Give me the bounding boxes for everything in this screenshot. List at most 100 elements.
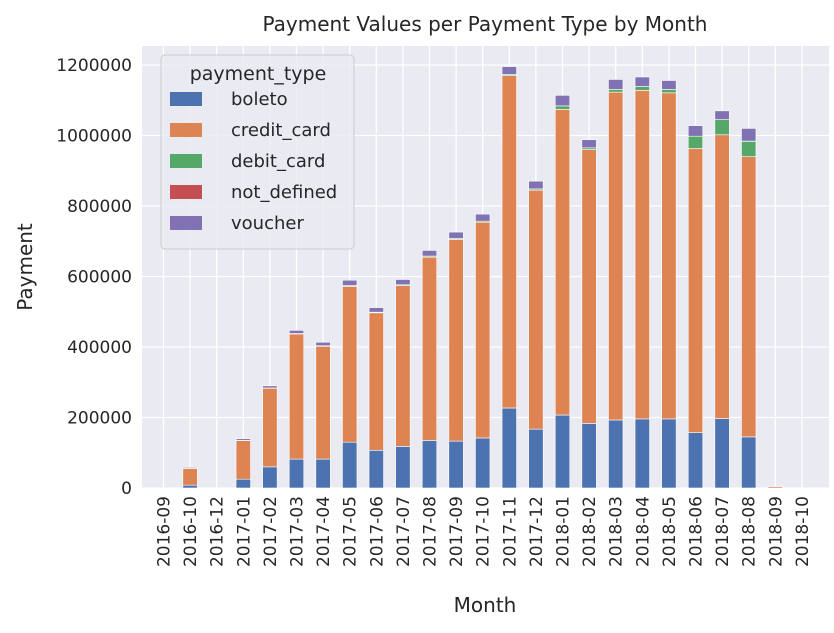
x-tick-label: 2018-09	[766, 496, 786, 567]
bar-boleto-2018-04	[634, 418, 650, 489]
bar-credit_card-2018-09	[767, 486, 783, 489]
legend-swatch-not_defined	[170, 185, 202, 199]
bar-credit_card-2018-06	[687, 148, 704, 433]
bar-credit_card-2018-01	[554, 109, 571, 416]
bar-voucher-2017-01	[235, 438, 251, 441]
bar-credit_card-2017-09	[448, 239, 464, 442]
bar-voucher-2017-09	[448, 231, 464, 239]
x-tick-label: 2017-10	[474, 496, 494, 567]
y-tick-label: 0	[121, 479, 132, 499]
bar-voucher-2018-08	[741, 128, 757, 142]
bar-voucher-2016-10	[182, 467, 198, 469]
x-tick-label: 2018-02	[580, 496, 600, 567]
bar-voucher-2017-12	[528, 180, 544, 190]
x-tick-label: 2018-08	[740, 496, 760, 567]
bar-boleto-2017-10	[475, 437, 491, 489]
y-tick-labels: 0 200000 400000 600000 800000 1000000 1200000	[56, 56, 132, 499]
bar-voucher-2018-05	[661, 80, 677, 90]
bar-credit_card-2016-10	[182, 467, 198, 486]
bar-voucher-2018-01	[554, 95, 571, 107]
bar-voucher-2017-03	[288, 330, 305, 334]
x-tick-label: 2018-01	[554, 496, 574, 567]
x-tick-label: 2017-06	[367, 496, 387, 567]
bar-voucher-2017-10	[475, 213, 491, 222]
bar-credit_card-2018-05	[661, 92, 677, 420]
bar-boleto-2017-06	[368, 449, 384, 489]
bar-boleto-2017-01	[235, 478, 251, 489]
bar-credit_card-2017-11	[501, 75, 517, 409]
x-tick-label: 2018-04	[633, 496, 653, 567]
y-tick-label: 1000000	[56, 127, 132, 147]
bar-voucher-2018-06	[687, 125, 704, 137]
bar-boleto-2017-03	[288, 458, 305, 489]
x-axis-label: Month	[454, 593, 517, 617]
bar-credit_card-2017-03	[288, 333, 305, 460]
x-tick-label: 2016-09	[155, 496, 175, 567]
bar-credit_card-2017-07	[395, 285, 411, 447]
bar-boleto-2017-05	[342, 441, 358, 489]
x-tick-label: 2017-08	[421, 496, 441, 567]
legend-label-not_defined: not_defined	[231, 182, 337, 203]
x-tick-label: 2016-10	[181, 496, 201, 567]
bar-debit_card-2018-08	[741, 140, 757, 157]
x-tick-label: 2018-07	[713, 496, 733, 567]
bar-credit_card-2017-04	[315, 345, 331, 460]
bar-boleto-2017-04	[315, 458, 331, 489]
legend-swatch-credit_card	[170, 123, 202, 137]
bar-voucher-2018-03	[608, 79, 624, 90]
y-tick-label: 400000	[67, 338, 132, 358]
legend-box	[160, 54, 355, 250]
bar-credit_card-2018-07	[714, 134, 730, 419]
legend-label-debit_card: debit_card	[231, 151, 325, 172]
bar-boleto-2017-07	[395, 446, 411, 489]
y-axis-label: Payment	[13, 223, 37, 311]
bar-credit_card-2017-12	[528, 189, 544, 430]
x-tick-label: 2017-01	[234, 496, 254, 567]
bar-voucher-2017-07	[395, 279, 411, 286]
legend-items: boleto credit_card debit_card not_definedvo…	[170, 89, 337, 234]
x-tick-label: 2018-06	[687, 496, 707, 567]
bar-debit_card-2018-07	[714, 119, 730, 136]
x-tick-label: 2017-03	[288, 496, 308, 567]
x-tick-label: 2017-11	[500, 496, 520, 567]
bar-credit_card-2017-01	[235, 440, 251, 480]
bar-voucher-2017-04	[315, 341, 331, 347]
bar-voucher-2017-06	[368, 307, 384, 313]
bar-boleto-2018-06	[687, 432, 704, 489]
legend-swatch-voucher	[170, 216, 202, 230]
bar-boleto-2017-02	[262, 466, 278, 489]
x-tick-label: 2018-10	[793, 496, 813, 567]
bar-voucher-2018-07	[714, 110, 730, 120]
legend-title: payment_type	[190, 63, 327, 85]
bar-debit_card-2018-04	[634, 86, 650, 91]
bar-boleto-2018-07	[714, 418, 730, 489]
legend-label-boleto: boleto	[231, 89, 288, 110]
bar-voucher-2017-05	[342, 279, 358, 286]
bar-voucher-2018-02	[581, 139, 597, 149]
bar-boleto-2017-08	[421, 440, 438, 489]
bar-boleto-2017-11	[501, 407, 517, 489]
legend: payment_type boleto credit_card debit_card…	[160, 54, 355, 250]
x-tick-label: 2018-03	[607, 496, 627, 567]
y-tick-label: 200000	[67, 409, 132, 429]
bar-voucher-2018-04	[634, 76, 650, 87]
x-tick-label: 2017-02	[261, 496, 281, 567]
bar-boleto-2017-12	[528, 428, 544, 489]
bar-boleto-2018-05	[661, 418, 677, 489]
y-tick-label: 600000	[67, 268, 132, 288]
legend-label-credit_card: credit_card	[231, 120, 331, 141]
bar-boleto-2018-02	[581, 423, 597, 489]
x-tick-label: 2017-05	[341, 496, 361, 567]
chart-title: Payment Values per Payment Type by Month	[263, 12, 708, 36]
bar-boleto-2016-10	[182, 484, 198, 489]
bar-boleto-2018-01	[554, 414, 571, 489]
bar-debit_card-2018-01	[554, 105, 571, 110]
y-tick-label: 800000	[67, 197, 132, 217]
x-tick-label: 2017-09	[447, 496, 467, 567]
bars-group	[155, 66, 810, 489]
x-tick-label: 2017-04	[314, 496, 334, 567]
bar-boleto-2018-08	[741, 436, 757, 489]
bar-credit_card-2017-08	[421, 256, 438, 441]
x-tick-label: 2018-05	[660, 496, 680, 567]
bar-voucher-2017-11	[501, 66, 517, 75]
